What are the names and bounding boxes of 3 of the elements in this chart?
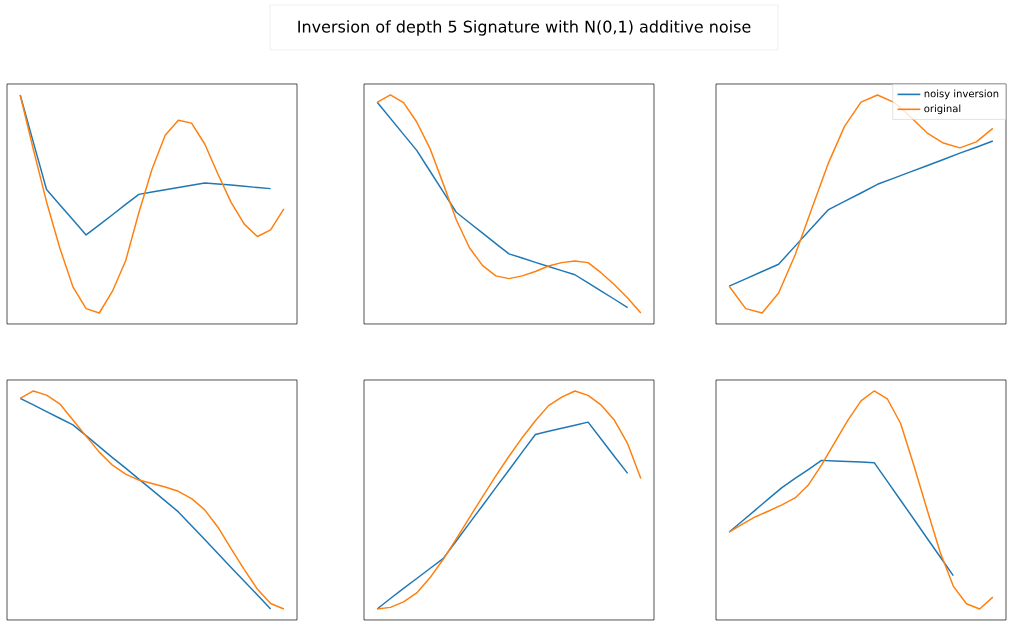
text: Inversion of depth 5 Signature with N(0,1) additive noise bbox=[298, 20, 751, 36]
legend-label: noisy inversion bbox=[924, 89, 999, 100]
legend-label: original bbox=[924, 104, 961, 115]
